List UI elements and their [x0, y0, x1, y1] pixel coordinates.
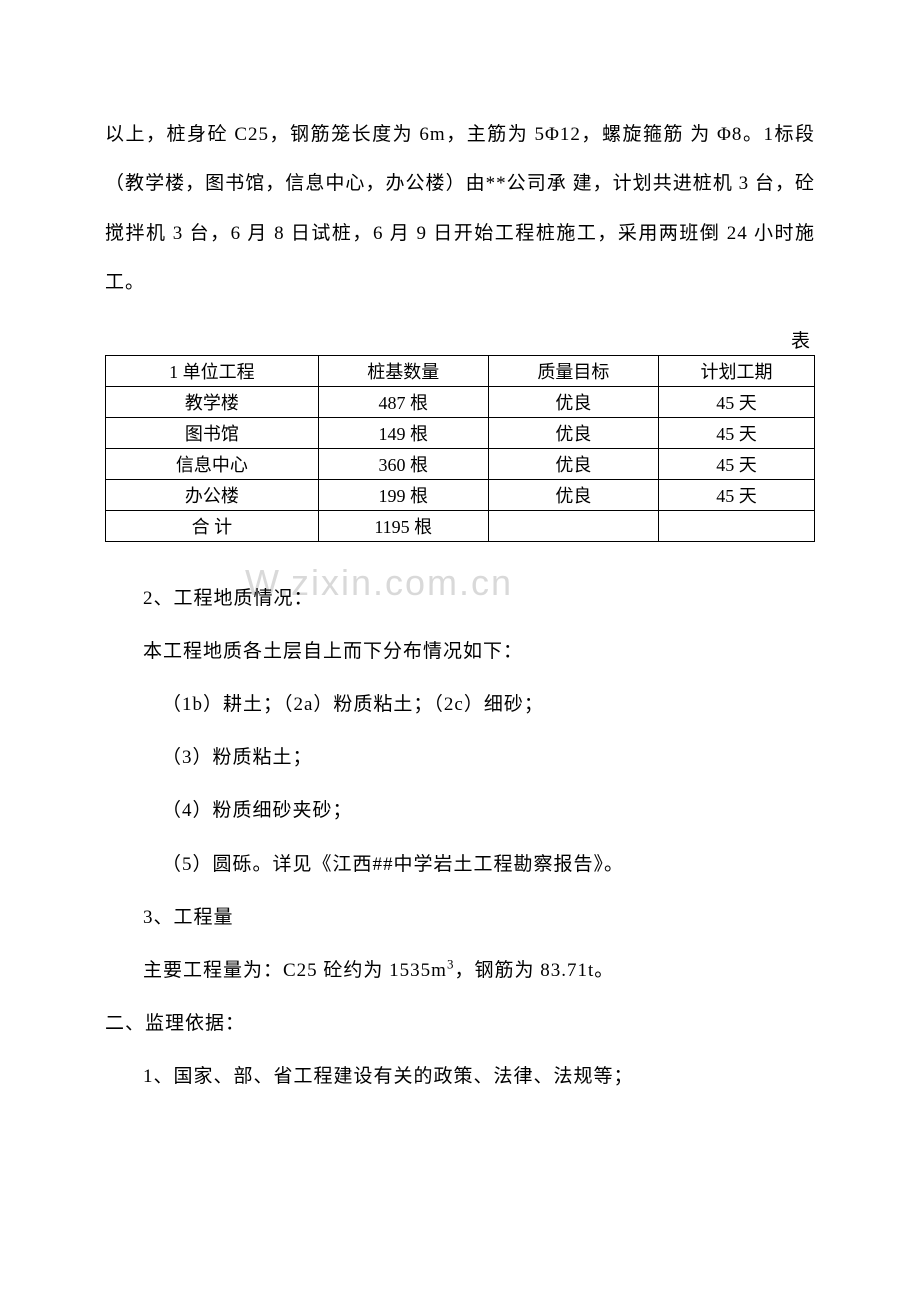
table-label: 表: [105, 326, 815, 353]
geology-item: （4）粉质细砂夹砂；: [105, 784, 815, 837]
supervision-heading: 二、监理依据：: [105, 997, 815, 1050]
table-row: 合 计 1195 根: [106, 510, 815, 541]
quantity-text: 主要工程量为：C25 砼约为 1535m3，钢筋为 83.71t。: [105, 944, 815, 997]
table-cell: 149 根: [318, 417, 488, 448]
intro-paragraph: 以上，桩身砼 C25，钢筋笼长度为 6m，主筋为 5Φ12，螺旋箍筋 为 Φ8。…: [105, 110, 815, 308]
table-cell: 合 计: [106, 510, 319, 541]
table-header-cell: 1 单位工程: [106, 355, 319, 386]
table-row: 教学楼 487 根 优良 45 天: [106, 386, 815, 417]
table-row: 信息中心 360 根 优良 45 天: [106, 448, 815, 479]
table-cell: 教学楼: [106, 386, 319, 417]
document-content: 以上，桩身砼 C25，钢筋笼长度为 6m，主筋为 5Φ12，螺旋箍筋 为 Φ8。…: [105, 110, 815, 1103]
table-cell: [488, 510, 658, 541]
table-row: 图书馆 149 根 优良 45 天: [106, 417, 815, 448]
pile-data-table: 1 单位工程 桩基数量 质量目标 计划工期 教学楼 487 根 优良 45 天 …: [105, 355, 815, 542]
table-cell: 487 根: [318, 386, 488, 417]
table-cell: 199 根: [318, 479, 488, 510]
table-cell: 信息中心: [106, 448, 319, 479]
table-cell: 办公楼: [106, 479, 319, 510]
geology-item: （1b）耕土；（2a）粉质粘土；（2c）细砂；: [105, 678, 815, 731]
table-cell: 1195 根: [318, 510, 488, 541]
table-cell: 图书馆: [106, 417, 319, 448]
supervision-item: 1、国家、部、省工程建设有关的政策、法律、法规等；: [105, 1050, 815, 1103]
table-cell: 45 天: [659, 479, 815, 510]
geology-intro: 本工程地质各土层自上而下分布情况如下：: [105, 625, 815, 678]
table-cell: 优良: [488, 479, 658, 510]
table-cell: 优良: [488, 386, 658, 417]
table-cell: 优良: [488, 417, 658, 448]
quantity-text-pre: 主要工程量为：C25 砼约为 1535m: [143, 960, 447, 981]
geology-item: （3）粉质粘土；: [105, 731, 815, 784]
table-header-cell: 计划工期: [659, 355, 815, 386]
table-cell: 360 根: [318, 448, 488, 479]
table-cell: 45 天: [659, 386, 815, 417]
table-header-row: 1 单位工程 桩基数量 质量目标 计划工期: [106, 355, 815, 386]
table-cell: [659, 510, 815, 541]
table-row: 办公楼 199 根 优良 45 天: [106, 479, 815, 510]
table-cell: 45 天: [659, 448, 815, 479]
table-header-cell: 桩基数量: [318, 355, 488, 386]
table-cell: 45 天: [659, 417, 815, 448]
quantity-text-post: ，钢筋为 83.71t。: [454, 960, 614, 981]
geology-item: （5）圆砾。详见《江西##中学岩土工程勘察报告》。: [105, 838, 815, 891]
table-header-cell: 质量目标: [488, 355, 658, 386]
table-cell: 优良: [488, 448, 658, 479]
geology-heading: 2、工程地质情况：: [105, 572, 815, 625]
quantity-heading: 3、工程量: [105, 891, 815, 944]
